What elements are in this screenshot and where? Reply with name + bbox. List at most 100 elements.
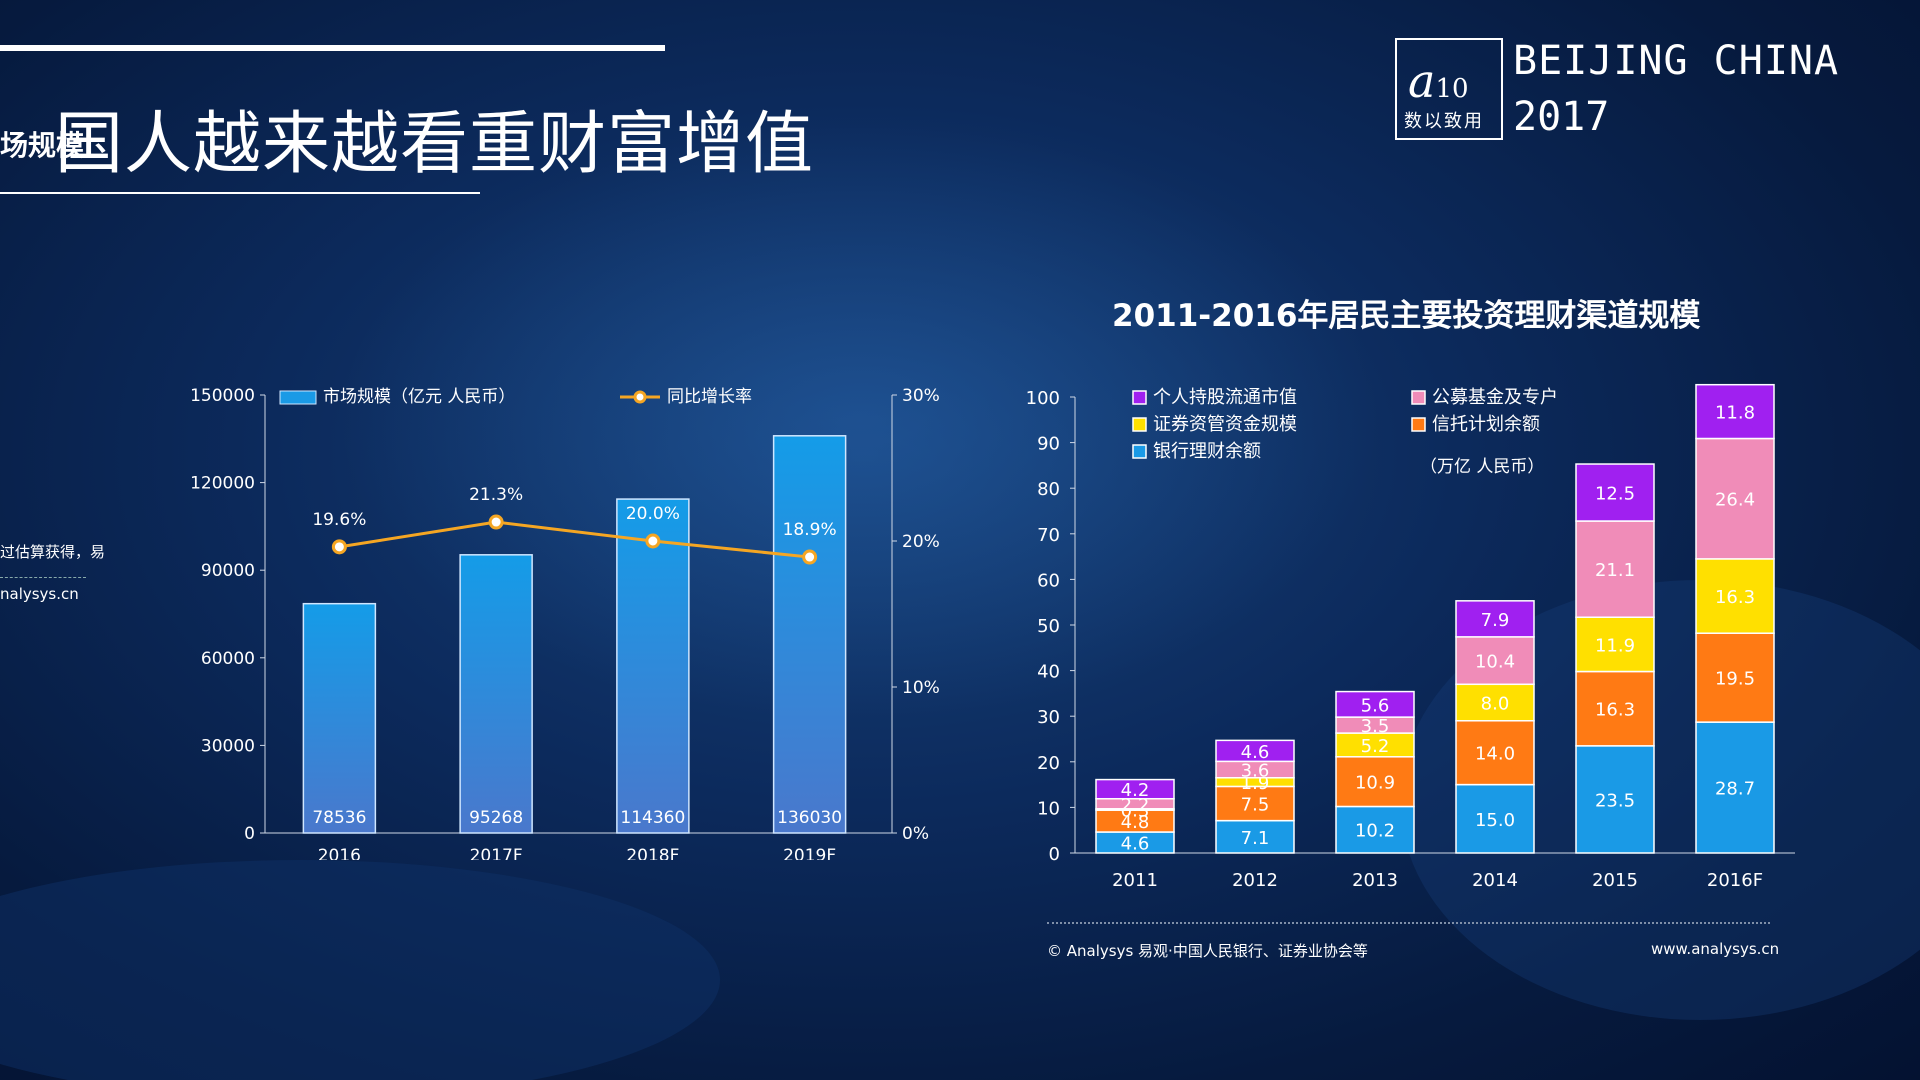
stacked-segment bbox=[1335, 690, 1415, 718]
bar-value-label: 95268 bbox=[469, 808, 523, 828]
segment-value-label: 11.9 bbox=[1595, 635, 1635, 656]
segment-value-label: 16.3 bbox=[1595, 700, 1635, 721]
segment-value-label: 3.5 bbox=[1361, 716, 1390, 737]
stacked-segment bbox=[1455, 636, 1535, 686]
cut-off-section-label: 场规模 bbox=[0, 129, 85, 162]
y-tick-label: 10 bbox=[1037, 798, 1060, 819]
event-location: BEIJING CHINA bbox=[1513, 38, 1840, 84]
y-tick-label: 60 bbox=[1037, 570, 1060, 591]
y-tick-label: 90 bbox=[1037, 434, 1060, 455]
growth-rate-line bbox=[339, 520, 810, 559]
segment-value-label: 16.3 bbox=[1715, 587, 1755, 608]
stacked-segment bbox=[1335, 805, 1415, 854]
stacked-segment bbox=[1215, 785, 1295, 822]
stacked-segment bbox=[1215, 739, 1295, 763]
y-tick-label: 0 bbox=[244, 824, 255, 844]
x-tick-label: 2013 bbox=[1352, 870, 1398, 891]
segment-value-label: 11.8 bbox=[1715, 403, 1755, 424]
y-tick-label: 150000 bbox=[190, 386, 255, 406]
x-tick-label: 2016 bbox=[318, 846, 361, 860]
legend-label: 信托计划余额 bbox=[1432, 414, 1540, 435]
stacked-segment bbox=[1335, 756, 1415, 808]
y2-tick-label: 30% bbox=[902, 386, 940, 406]
x-tick-label: 2018F bbox=[626, 846, 679, 860]
y-tick-label: 50 bbox=[1037, 616, 1060, 637]
legend-swatch bbox=[1132, 444, 1147, 459]
growth-rate-point bbox=[331, 539, 347, 555]
logo-tagline: 数以致用 bbox=[1404, 111, 1484, 132]
footer-source: © Analysys 易观·中国人民银行、证券业协会等 bbox=[1047, 942, 1368, 960]
legend-swatch bbox=[1132, 417, 1147, 432]
legend-label: 公募基金及专户 bbox=[1432, 387, 1558, 408]
legend-swatch bbox=[1411, 417, 1426, 432]
stacked-segment bbox=[1575, 616, 1655, 673]
segment-value-label: 4.8 bbox=[1121, 812, 1150, 833]
growth-rate-label: 19.6% bbox=[312, 510, 366, 530]
segment-value-label: 4.6 bbox=[1241, 742, 1270, 763]
legend-bar-swatch bbox=[279, 390, 317, 405]
segment-value-label: 23.5 bbox=[1595, 790, 1635, 811]
bar-value-label: 114360 bbox=[620, 808, 685, 828]
y-tick-label: 60000 bbox=[201, 649, 255, 669]
note-divider bbox=[0, 577, 86, 578]
title-underline bbox=[0, 192, 480, 194]
legend-bar-label: 市场规模（亿元 人民币） bbox=[323, 387, 515, 407]
segment-value-label: 10.9 bbox=[1355, 773, 1395, 794]
y-tick-label: 80 bbox=[1037, 479, 1060, 500]
legend-label: 银行理财余额 bbox=[1153, 441, 1261, 462]
cut-off-note: 过估算获得，易 bbox=[0, 543, 106, 561]
stacked-segment bbox=[1695, 383, 1775, 440]
y-tick-label: 30 bbox=[1037, 707, 1060, 728]
legend-label: 证券资管资金规模 bbox=[1153, 414, 1297, 435]
segment-value-label: 14.0 bbox=[1475, 744, 1515, 765]
x-tick-label: 2015 bbox=[1592, 870, 1638, 891]
segment-value-label: 7.9 bbox=[1481, 610, 1510, 631]
stacked-segment bbox=[1575, 745, 1655, 854]
growth-rate-point bbox=[645, 533, 661, 549]
segment-value-label: 12.5 bbox=[1595, 484, 1635, 505]
segment-value-label: 28.7 bbox=[1715, 779, 1755, 800]
growth-rate-label: 20.0% bbox=[626, 504, 680, 524]
bar-value-label: 78536 bbox=[312, 808, 366, 828]
legend-swatch bbox=[1132, 390, 1147, 405]
stacked-segment bbox=[1695, 558, 1775, 634]
logo-frame bbox=[1395, 38, 1503, 140]
segment-value-label: 10.2 bbox=[1355, 821, 1395, 842]
stacked-chart-title: 2011-2016年居民主要投资理财渠道规模 bbox=[1112, 298, 1701, 334]
y-tick-label: 120000 bbox=[190, 474, 255, 494]
x-tick-label: 2014 bbox=[1472, 870, 1518, 891]
y-tick-label: 20 bbox=[1037, 753, 1060, 774]
stacked-segment bbox=[1575, 670, 1655, 747]
legend-line-label: 同比增长率 bbox=[667, 387, 752, 407]
growth-rate-point bbox=[802, 549, 818, 565]
stacked-segment bbox=[1695, 437, 1775, 560]
segment-value-label: 7.5 bbox=[1241, 795, 1270, 816]
stacked-segment bbox=[1095, 778, 1175, 800]
y-tick-label: 30000 bbox=[201, 736, 255, 756]
cut-off-url: nalysys.cn bbox=[0, 585, 79, 603]
y-tick-label: 40 bbox=[1037, 662, 1060, 683]
segment-value-label: 3.6 bbox=[1241, 761, 1270, 782]
x-tick-label: 2016F bbox=[1707, 870, 1763, 891]
market-size-bar bbox=[459, 554, 533, 834]
growth-rate-label: 21.3% bbox=[469, 485, 523, 505]
x-tick-label: 2019F bbox=[783, 846, 836, 860]
header-top-line bbox=[0, 45, 665, 51]
market-size-bar bbox=[302, 602, 377, 834]
growth-rate-label: 18.9% bbox=[783, 520, 837, 540]
x-tick-label: 2012 bbox=[1232, 870, 1278, 891]
stacked-segment bbox=[1455, 720, 1535, 786]
logo-icon: a10 bbox=[1408, 54, 1469, 108]
stacked-segment bbox=[1455, 600, 1535, 638]
segment-value-label: 5.2 bbox=[1361, 736, 1390, 757]
segment-value-label: 7.1 bbox=[1241, 828, 1270, 849]
segment-value-label: 2.2 bbox=[1121, 795, 1150, 816]
legend-swatch bbox=[1411, 390, 1426, 405]
event-year: 2017 bbox=[1513, 94, 1610, 140]
footer-url: www.analysys.cn bbox=[1651, 940, 1780, 958]
segment-value-label: 4.2 bbox=[1121, 780, 1150, 801]
legend-line-marker bbox=[633, 390, 647, 404]
stacked-segment bbox=[1575, 463, 1655, 522]
market-size-bar bbox=[616, 498, 690, 834]
